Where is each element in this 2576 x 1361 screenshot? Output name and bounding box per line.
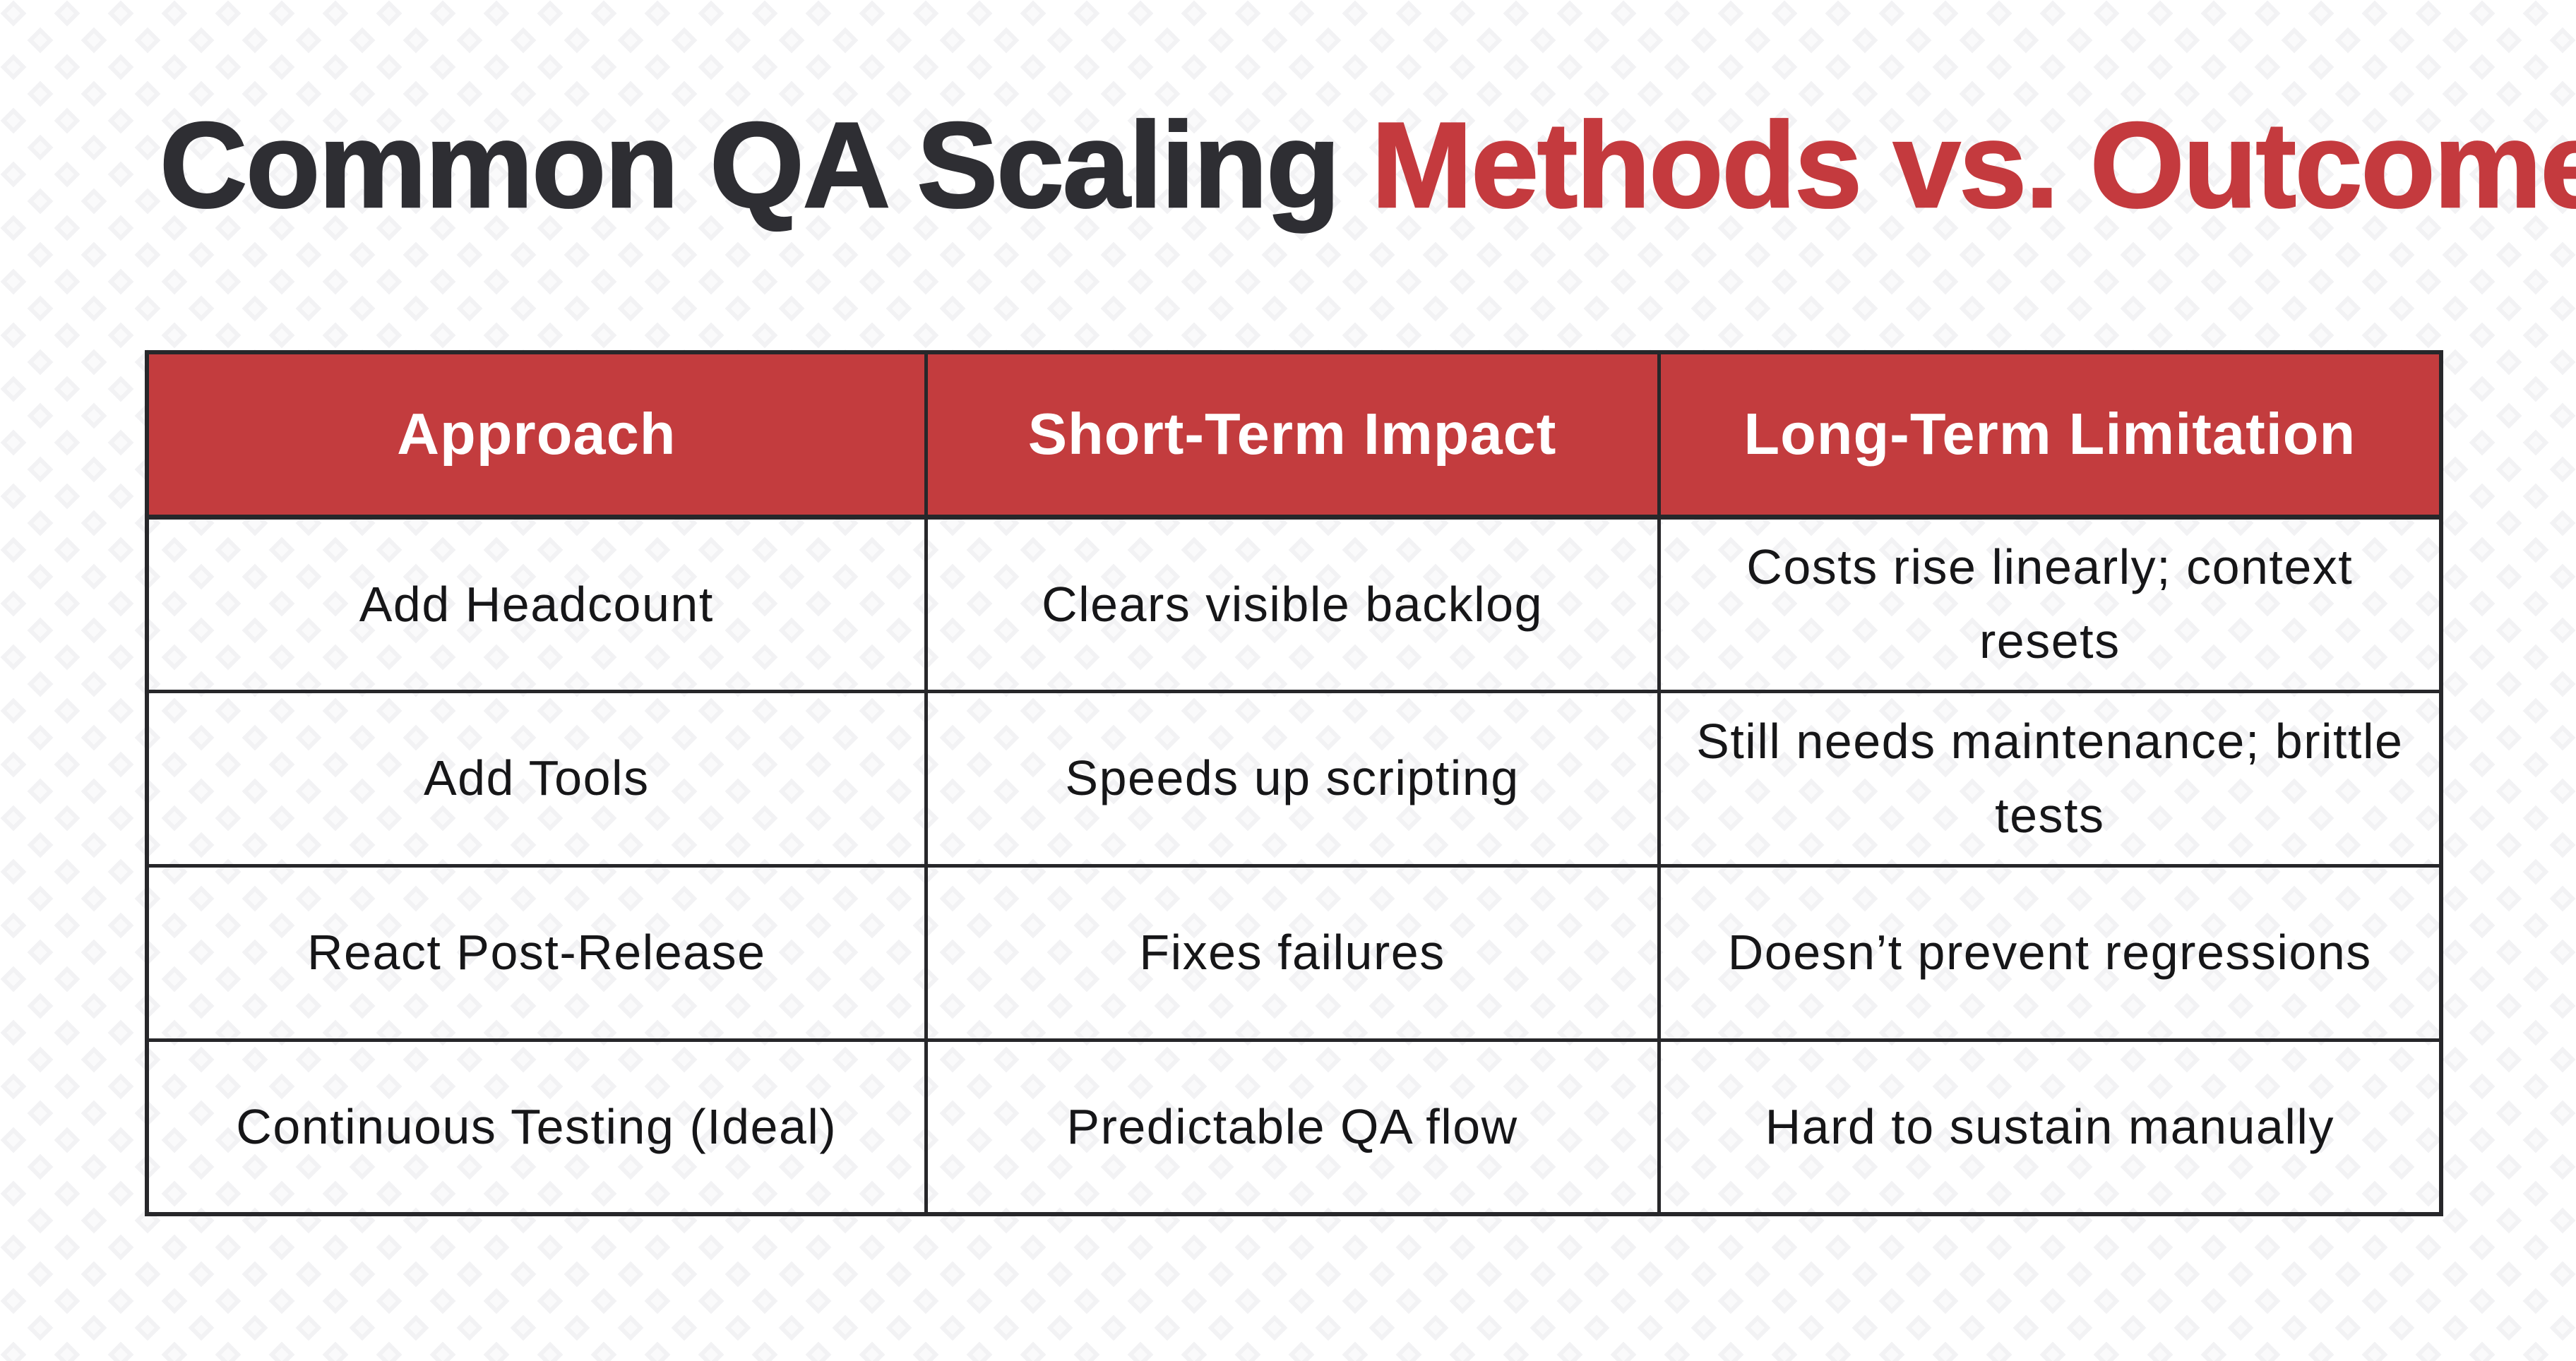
qa-scaling-table: Approach Short-Term Impact Long-Term Lim… — [145, 350, 2443, 1216]
table-cell: Add Headcount — [145, 515, 928, 693]
table-cell: Still needs maintenance; brittle tests — [1657, 689, 2443, 868]
header-cell-long-term-limitation: Long-Term Limitation — [1657, 350, 2443, 520]
table-row: Add Tools Speeds up scripting Still need… — [145, 689, 2443, 868]
table-cell: React Post-Release — [145, 863, 928, 1042]
header-cell-short-term-impact: Short-Term Impact — [924, 350, 1661, 520]
table-header: Approach Short-Term Impact Long-Term Lim… — [145, 350, 2443, 520]
table-cell: Clears visible backlog — [924, 515, 1661, 693]
table-cell: Doesn’t prevent regressions — [1657, 863, 2443, 1042]
table-cell: Add Tools — [145, 689, 928, 868]
table-cell: Hard to sustain manually — [1657, 1038, 2443, 1216]
table-row: Add Headcount Clears visible backlog Cos… — [145, 515, 2443, 693]
table-cell: Predictable QA flow — [924, 1038, 1661, 1216]
page-title-accent-part: Methods vs. Outcomes — [1371, 97, 2576, 233]
table-cell: Costs rise linearly; context resets — [1657, 515, 2443, 693]
page-title: Common QA Scaling Methods vs. Outcomes — [159, 104, 2576, 227]
header-cell-approach: Approach — [145, 350, 928, 520]
table-cell: Fixes failures — [924, 863, 1661, 1042]
page-title-dark-part: Common QA Scaling — [159, 97, 1371, 233]
table-cell: Continuous Testing (Ideal) — [145, 1038, 928, 1216]
table-row: React Post-Release Fixes failures Doesn’… — [145, 863, 2443, 1042]
table-row: Continuous Testing (Ideal) Predictable Q… — [145, 1038, 2443, 1216]
table-body: Add Headcount Clears visible backlog Cos… — [145, 515, 2443, 1216]
header-row: Approach Short-Term Impact Long-Term Lim… — [145, 350, 2443, 520]
table-cell: Speeds up scripting — [924, 689, 1661, 868]
